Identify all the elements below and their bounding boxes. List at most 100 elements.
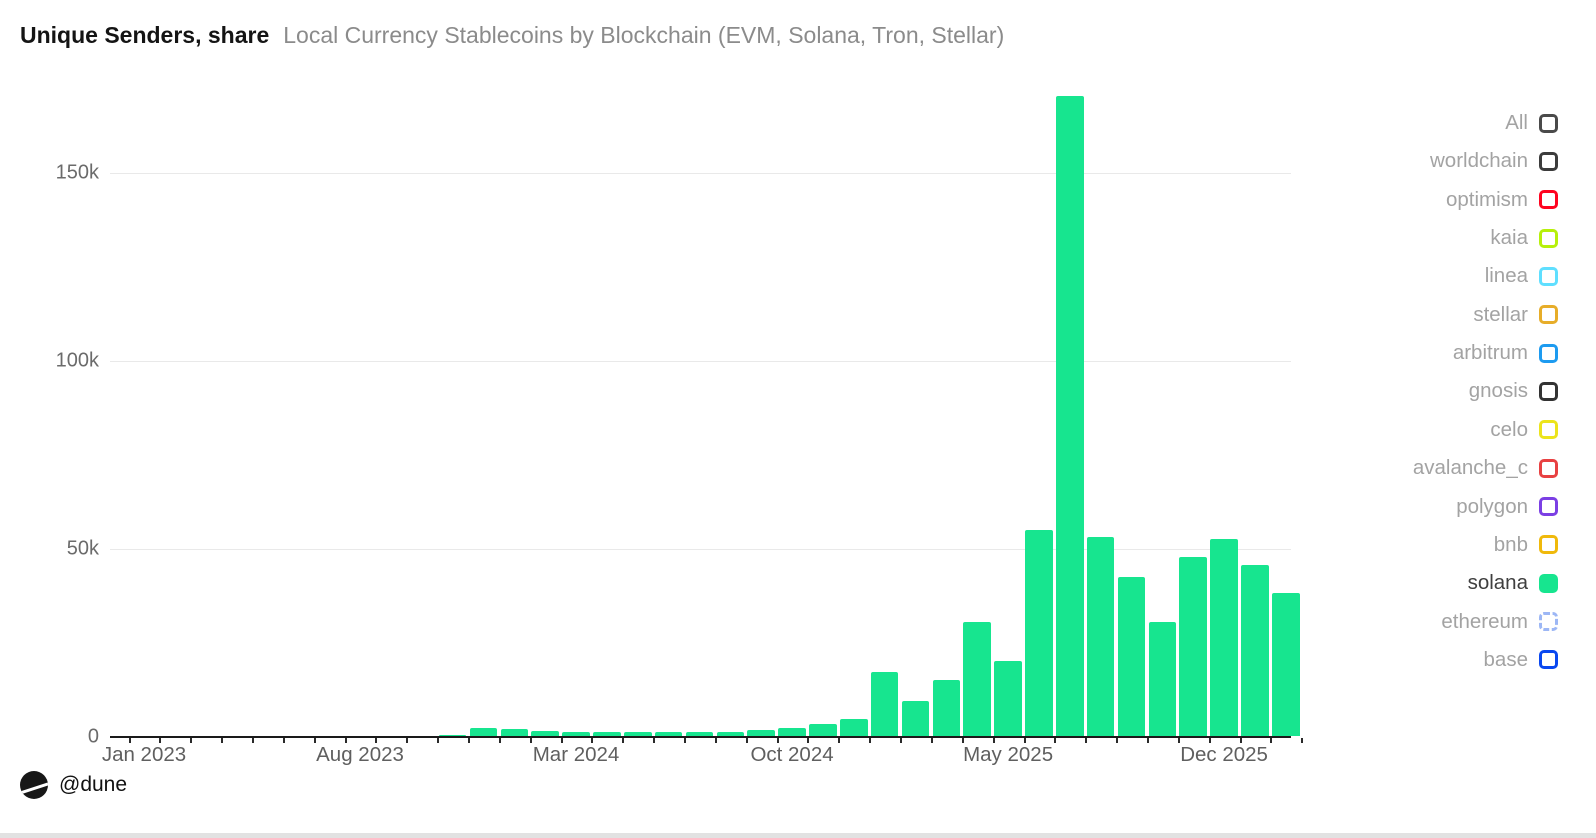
chart-bar-feb-2026[interactable] — [1272, 592, 1300, 737]
x-axis-tickmark — [1054, 737, 1057, 743]
bottom-edge-strip — [0, 833, 1596, 838]
chart-bar-may-2024[interactable] — [624, 732, 652, 737]
legend-label-gnosis: gnosis — [1468, 379, 1528, 403]
chart-bar-jan-2025[interactable] — [870, 671, 899, 737]
chart-legend: All worldchain optimism kaia linea stellar arb… — [1336, 0, 1596, 700]
x-axis-tickmark — [961, 737, 964, 743]
x-axis-tickmark — [159, 737, 162, 743]
x-axis-tickmark — [684, 737, 687, 743]
legend-marker-arbitrum-icon[interactable] — [1539, 343, 1558, 363]
chart-bar-jul-2025[interactable] — [1056, 96, 1084, 737]
chart-bar-jul-2024[interactable] — [685, 731, 714, 737]
x-axis-tickmark — [1023, 737, 1026, 743]
legend-label-celo: celo — [1490, 417, 1528, 441]
chart-bar-jan-2024[interactable] — [500, 729, 529, 737]
x-axis-tickmark — [807, 737, 810, 743]
x-axis-tickmark — [221, 737, 224, 743]
chart-subtitle: Local Currency Stablecoins by Blockchain… — [283, 22, 1005, 48]
legend-item-kaia[interactable]: kaia — [1490, 222, 1558, 254]
legend-item-gnosis[interactable]: gnosis — [1469, 375, 1558, 407]
legend-item-optimism[interactable]: optimism — [1446, 184, 1558, 216]
x-axis-tickmark — [468, 737, 471, 743]
x-axis-tickmark — [1208, 737, 1211, 743]
x-axis-label-dec-2025: Dec 2025 — [1180, 742, 1268, 766]
x-axis-label-jan-2023: Jan 2023 — [101, 742, 187, 766]
chart-header: Unique Senders, share Local Currency Stab… — [20, 22, 1004, 49]
y-axis-label-100k: 100k — [55, 349, 99, 371]
x-axis-tickmark — [282, 737, 285, 743]
legend-label-All: All — [1505, 111, 1528, 134]
x-axis-tickmark — [344, 737, 347, 743]
legend-marker-linea-icon[interactable] — [1539, 266, 1558, 286]
x-axis-tickmark — [591, 737, 594, 743]
legend-marker-gnosis-icon[interactable] — [1539, 381, 1558, 401]
legend-label-polygon: polygon — [1456, 494, 1528, 518]
legend-marker-solana-icon[interactable] — [1539, 573, 1558, 593]
chart-bar-mar-2024[interactable] — [562, 731, 590, 737]
legend-item-All[interactable]: All — [1505, 107, 1558, 139]
chart-bar-apr-2024[interactable] — [593, 732, 621, 737]
legend-item-worldchain[interactable]: worldchain — [1430, 145, 1558, 177]
legend-marker-bnb-icon[interactable] — [1539, 535, 1558, 555]
legend-label-bnb: bnb — [1493, 532, 1528, 556]
legend-item-linea[interactable]: linea — [1485, 260, 1558, 292]
chart-bar-sep-2024[interactable] — [747, 730, 775, 737]
x-axis-tickmark — [1239, 737, 1242, 743]
legend-item-stellar[interactable]: stellar — [1473, 299, 1558, 331]
legend-marker-ethereum-icon[interactable] — [1539, 612, 1558, 632]
legend-marker-base-icon[interactable] — [1539, 650, 1558, 670]
x-axis-tickmark — [498, 737, 501, 743]
legend-marker-optimism-icon[interactable] — [1539, 190, 1558, 210]
x-axis-tickmark — [375, 737, 378, 743]
legend-label-avalanche_c: avalanche_c — [1412, 456, 1528, 480]
dune-logo-icon — [20, 771, 48, 799]
x-axis-tickmark — [900, 737, 903, 743]
gridline-50k — [110, 548, 1291, 550]
chart-bar-feb-2025[interactable] — [901, 701, 930, 737]
legend-item-base[interactable]: base — [1484, 644, 1558, 676]
chart-bar-may-2025[interactable] — [994, 660, 1022, 737]
legend-item-polygon[interactable]: polygon — [1456, 491, 1558, 523]
legend-marker-polygon-icon[interactable] — [1539, 497, 1558, 516]
legend-item-arbitrum[interactable]: arbitrum — [1453, 337, 1558, 369]
legend-marker-celo-icon[interactable] — [1539, 420, 1558, 440]
chart-bar-sep-2025[interactable] — [1117, 576, 1146, 737]
x-axis-tickmark — [1116, 737, 1119, 743]
chart-bar-mar-2025[interactable] — [932, 680, 961, 737]
legend-label-arbitrum: arbitrum — [1452, 341, 1528, 365]
chart-bar-jun-2025[interactable] — [1025, 530, 1053, 737]
chart-bar-feb-2024[interactable] — [531, 730, 559, 737]
chart-bar-aug-2025[interactable] — [1086, 537, 1115, 737]
footer: @dune — [20, 771, 127, 799]
chart-bar-dec-2024[interactable] — [840, 719, 868, 737]
chart-bar-jan-2026[interactable] — [1241, 565, 1269, 737]
legend-item-avalanche_c[interactable]: avalanche_c — [1413, 452, 1558, 484]
legend-marker-worldchain-icon[interactable] — [1539, 151, 1558, 171]
legend-label-base: base — [1483, 647, 1528, 671]
chart-bar-oct-2025[interactable] — [1148, 621, 1177, 737]
legend-item-celo[interactable]: celo — [1490, 414, 1558, 446]
chart-bar-oct-2024[interactable] — [778, 728, 806, 737]
y-axis-label-50k: 50k — [66, 537, 99, 559]
legend-item-bnb[interactable]: bnb — [1494, 529, 1558, 561]
chart-bar-dec-2023[interactable] — [469, 728, 498, 737]
legend-marker-All-icon[interactable] — [1539, 113, 1558, 133]
x-axis-tickmark — [437, 737, 440, 743]
chart-bar-jun-2024[interactable] — [654, 731, 683, 737]
chart-bar-apr-2025[interactable] — [963, 621, 991, 737]
legend-label-worldchain: worldchain — [1430, 149, 1528, 173]
chart-bar-dec-2025[interactable] — [1210, 539, 1238, 737]
legend-label-linea: linea — [1484, 264, 1528, 288]
legend-item-solana[interactable]: solana — [1468, 567, 1558, 599]
legend-marker-kaia-icon[interactable] — [1539, 228, 1558, 248]
chart-bar-aug-2024[interactable] — [716, 731, 745, 737]
x-axis-tickmark — [529, 737, 532, 743]
legend-marker-avalanche_c-icon[interactable] — [1539, 458, 1558, 478]
legend-marker-stellar-icon[interactable] — [1539, 305, 1558, 325]
legend-item-ethereum[interactable]: ethereum — [1441, 606, 1558, 638]
x-axis-tickmark — [930, 737, 933, 743]
chart-bar-nov-2025[interactable] — [1179, 556, 1207, 737]
chart-bar-nov-2024[interactable] — [809, 723, 837, 737]
legend-label-solana: solana — [1467, 571, 1528, 595]
